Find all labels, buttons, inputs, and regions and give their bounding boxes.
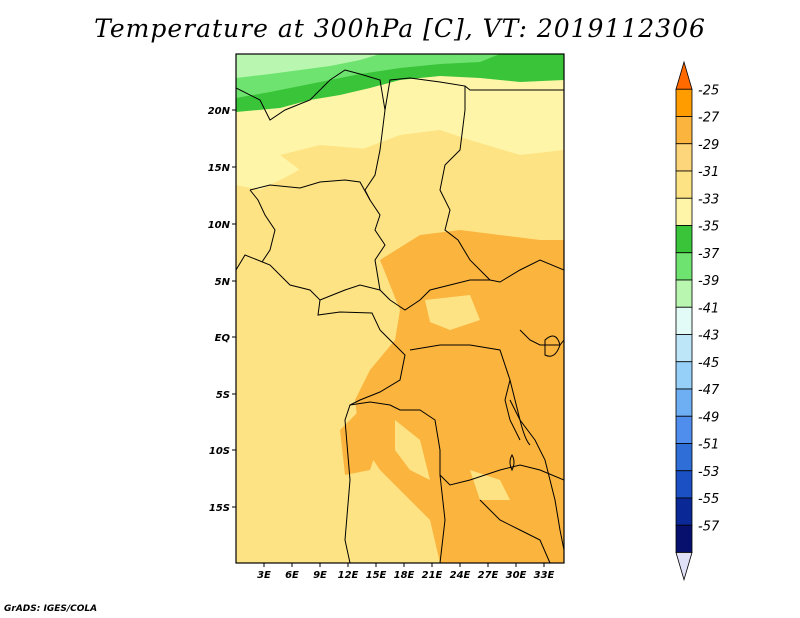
lon-label: 12E xyxy=(338,570,359,581)
lat-label: 20N xyxy=(208,106,231,117)
colorbar-segment xyxy=(675,443,693,472)
lat-label: 10S xyxy=(209,446,230,457)
colorbar-label: -55 xyxy=(698,492,719,507)
field-green-41 xyxy=(236,54,380,78)
colorbar-label: -43 xyxy=(698,329,719,344)
lat-label: 10N xyxy=(208,220,231,231)
lon-label: 15E xyxy=(366,570,387,581)
colorbar-segment xyxy=(675,143,693,172)
colorbar-segment xyxy=(675,388,693,417)
colorbar-label: -53 xyxy=(698,465,719,480)
colorbar-label: -51 xyxy=(698,438,719,453)
lat-label: EQ xyxy=(215,333,231,344)
field-south-patch xyxy=(470,470,510,500)
colorbar-segment xyxy=(675,334,693,363)
lon-label: 18E xyxy=(394,570,415,581)
lat-label: 15S xyxy=(209,503,230,514)
colorbar-label: -27 xyxy=(698,111,720,126)
lon-label: 24E xyxy=(450,570,471,581)
lon-label: 21E xyxy=(422,570,443,581)
colorbar-label: -33 xyxy=(698,192,719,207)
lon-label: 30E xyxy=(506,570,527,581)
colorbar-bottom-arrow xyxy=(675,552,693,582)
lon-label: 33E xyxy=(534,570,555,581)
colorbar-label: -29 xyxy=(698,138,719,153)
colorbar-label: -45 xyxy=(698,356,719,371)
colorbar-segment xyxy=(675,524,693,553)
colorbar-segment xyxy=(675,306,693,335)
grads-credit: GrADS: IGES/COLA xyxy=(4,604,98,614)
colorbar-segment xyxy=(675,470,693,499)
colorbar-label: -37 xyxy=(698,247,720,262)
lon-label: 27E xyxy=(478,570,499,581)
colorbar-segment xyxy=(675,497,693,526)
field-central-patch xyxy=(425,295,480,330)
lon-label: 9E xyxy=(313,570,327,581)
colorbar-label: -31 xyxy=(698,165,719,180)
lon-label: 3E xyxy=(257,570,271,581)
colorbar-segment xyxy=(675,170,693,199)
lat-axis: 20N 15N 10N 5N EQ 5S 10S 15S xyxy=(208,106,236,514)
field-central-warm xyxy=(355,230,564,563)
colorbar-segment xyxy=(675,88,693,117)
colorbar: -25 -27 -29 -31 -33 -35 -37 -39 -41 -43 -45 -47 -49 -… xyxy=(675,60,720,582)
colorbar-top-arrow xyxy=(675,60,693,90)
field-central-patch-2 xyxy=(395,420,430,480)
colorbar-segment xyxy=(675,197,693,226)
field-southwest-warm xyxy=(340,410,380,475)
lat-label: 15N xyxy=(208,163,231,174)
colorbar-segment xyxy=(675,415,693,444)
temperature-field xyxy=(236,54,564,563)
colorbar-segment xyxy=(675,225,693,254)
colorbar-label: -57 xyxy=(698,519,720,534)
colorbar-segment xyxy=(675,361,693,390)
colorbar-label: -35 xyxy=(698,220,719,235)
colorbar-segment xyxy=(675,252,693,281)
colorbar-label: -39 xyxy=(698,274,719,289)
lat-label: 5S xyxy=(216,390,230,401)
map-frame xyxy=(235,53,565,564)
map-title: Temperature at 300hPa [C], VT: 201911230… xyxy=(94,14,706,43)
colorbar-label: -41 xyxy=(698,301,719,316)
colorbar-label: -47 xyxy=(698,383,720,398)
lon-axis: 3E 6E 9E 12E 15E 18E 21E 24E 27E 30E 33E xyxy=(257,563,555,581)
colorbar-label: -49 xyxy=(698,410,719,425)
lon-label: 6E xyxy=(285,570,299,581)
field-north-patch xyxy=(280,145,420,175)
lat-label: 5N xyxy=(215,277,231,288)
colorbar-segment xyxy=(675,279,693,308)
colorbar-segment xyxy=(675,116,693,145)
colorbar-label: -25 xyxy=(698,83,719,98)
field-north-patch-2 xyxy=(520,150,564,175)
country-borders xyxy=(236,69,564,563)
lakes xyxy=(509,335,561,472)
